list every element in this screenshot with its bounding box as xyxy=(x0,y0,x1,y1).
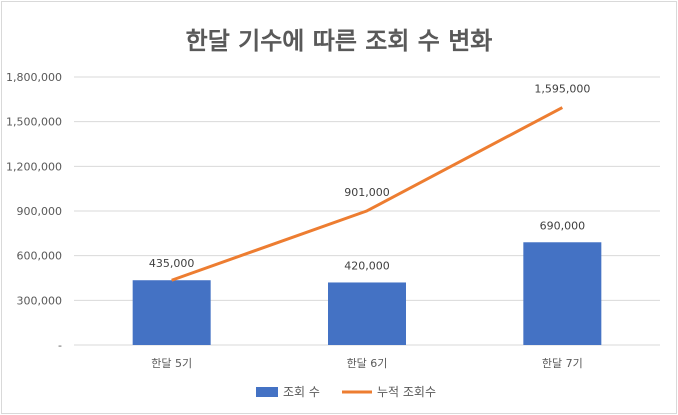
legend-swatch-bar xyxy=(256,387,278,397)
legend-label-line: 누적 조회수 xyxy=(377,385,436,399)
x-tick-label: 한달 5기 xyxy=(151,357,192,370)
cumulative-line xyxy=(171,106,564,282)
y-tick-label: - xyxy=(58,339,62,352)
bar xyxy=(523,242,602,345)
y-axis-ticks: - 300,000 600,000 900,000 1,200,000 1,500,000… xyxy=(6,71,62,352)
legend: 조회 수 누적 조회수 xyxy=(256,385,436,399)
line-series xyxy=(171,106,564,282)
y-tick-label: 600,000 xyxy=(17,250,63,263)
x-axis-ticks: 한달 5기 한달 6기 한달 7기 xyxy=(151,357,583,370)
y-tick-label: 300,000 xyxy=(17,294,63,307)
y-tick-label: 1,500,000 xyxy=(6,116,62,129)
y-tick-label: 1,800,000 xyxy=(6,71,62,84)
chart-title: 한달 기수에 따른 조회 수 변화 xyxy=(186,27,493,55)
y-tick-label: 1,200,000 xyxy=(6,160,62,173)
x-tick-label: 한달 7기 xyxy=(542,357,583,370)
bar-data-label: 420,000 xyxy=(344,259,390,272)
bar-data-label: 435,000 xyxy=(149,257,195,270)
legend-label-bar: 조회 수 xyxy=(283,385,320,399)
bar xyxy=(132,280,211,345)
y-tick-label: 900,000 xyxy=(17,205,63,218)
line-data-label: 1,595,000 xyxy=(534,83,590,96)
bar-series xyxy=(132,242,602,345)
bar xyxy=(328,282,406,345)
line-data-label: 901,000 xyxy=(344,186,390,199)
bar-data-label: 690,000 xyxy=(540,219,586,232)
x-tick-label: 한달 6기 xyxy=(347,357,388,370)
data-labels: 435,000 420,000 690,000 901,000 1,595,000 xyxy=(149,83,590,273)
